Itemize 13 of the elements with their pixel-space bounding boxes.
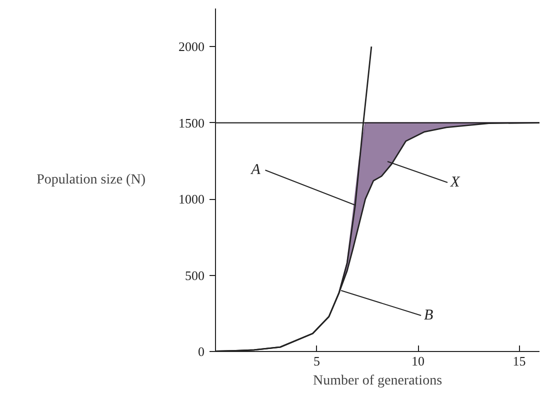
y-tick-label: 1500 (178, 115, 204, 130)
y-tick-label: 2000 (178, 39, 204, 54)
x-tick-label: 10 (412, 354, 424, 368)
annotation: X (450, 174, 460, 190)
y-tick-label: 0 (198, 344, 204, 359)
annotation: A (250, 162, 262, 178)
y-tick-label: 1000 (178, 192, 204, 207)
annotation: B (424, 308, 434, 324)
y-axis-title: Population size (N) (36, 172, 146, 188)
x-tick-label: 5 (314, 354, 320, 368)
x-axis-title: Number of generations (312, 374, 442, 388)
x-tick-label: 15 (512, 354, 526, 368)
y-tick-label: 500 (185, 268, 204, 283)
